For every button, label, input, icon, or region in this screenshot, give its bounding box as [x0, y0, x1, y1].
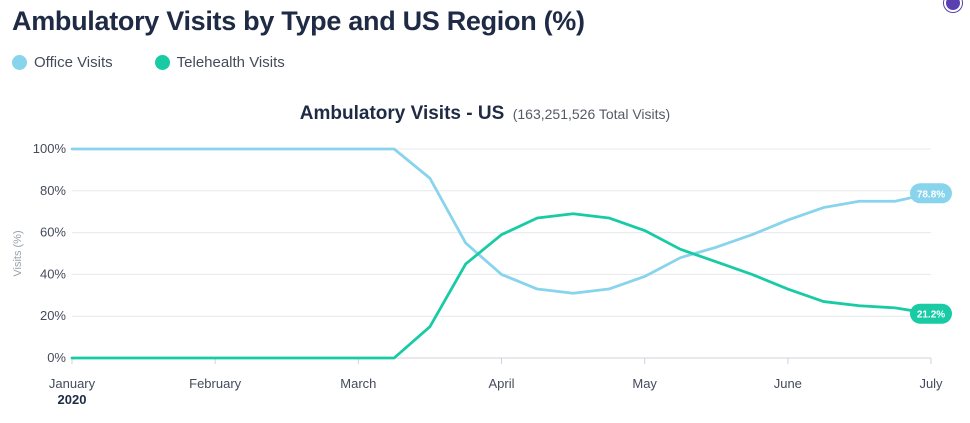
series-line-telehealth-visits[interactable]	[70, 212, 933, 360]
x-tick-label-may: May	[632, 376, 657, 391]
end-label-bg-telehealth-visits	[910, 303, 952, 324]
chart-title-total: (163,251,526 Total Visits)	[512, 106, 671, 122]
x-tick-label-april: April	[488, 376, 514, 391]
y-tick-label-80: 80%	[40, 183, 66, 198]
series-line-office-visits[interactable]	[70, 147, 933, 295]
end-label-telehealth-visits: 21.2%	[917, 310, 945, 321]
legend-label-office-visits: Office Visits	[34, 54, 113, 71]
y-tick-label-40: 40%	[40, 266, 66, 281]
legend-swatch-office-visits	[12, 55, 27, 70]
legend-item-telehealth-visits[interactable]: Telehealth Visits	[154, 54, 285, 71]
y-tick-label-20: 20%	[40, 308, 66, 323]
corner-badge-icon[interactable]	[944, 0, 962, 12]
y-tick-label-0: 0%	[47, 350, 66, 365]
chart-title-main: Ambulatory Visits - US	[299, 103, 505, 124]
y-axis-label: Visits (%)	[12, 230, 24, 276]
legend-item-office-visits[interactable]: Office Visits	[12, 54, 113, 71]
end-label-office-visits: 78.8%	[917, 189, 945, 200]
y-tick-label-100: 100%	[33, 141, 67, 156]
x-tick-label-march: March	[340, 376, 376, 391]
x-tick-label-july: July	[919, 376, 943, 391]
x-year-label: 2020	[58, 392, 87, 407]
page-title: Ambulatory Visits by Type and US Region …	[12, 6, 585, 36]
legend-label-telehealth-visits: Telehealth Visits	[176, 54, 285, 71]
legend-swatch-telehealth-visits	[154, 55, 170, 70]
legend: Office Visits Telehealth Visits	[12, 54, 327, 71]
x-tick-label-january: January	[49, 376, 96, 391]
end-label-bg-office-visits	[910, 183, 952, 204]
chart-title: Ambulatory Visits - US (163,251,526 Tota…	[0, 103, 970, 125]
x-tick-label-june: June	[774, 376, 802, 391]
y-tick-label-60: 60%	[40, 225, 66, 240]
x-tick-label-february: February	[189, 376, 242, 391]
